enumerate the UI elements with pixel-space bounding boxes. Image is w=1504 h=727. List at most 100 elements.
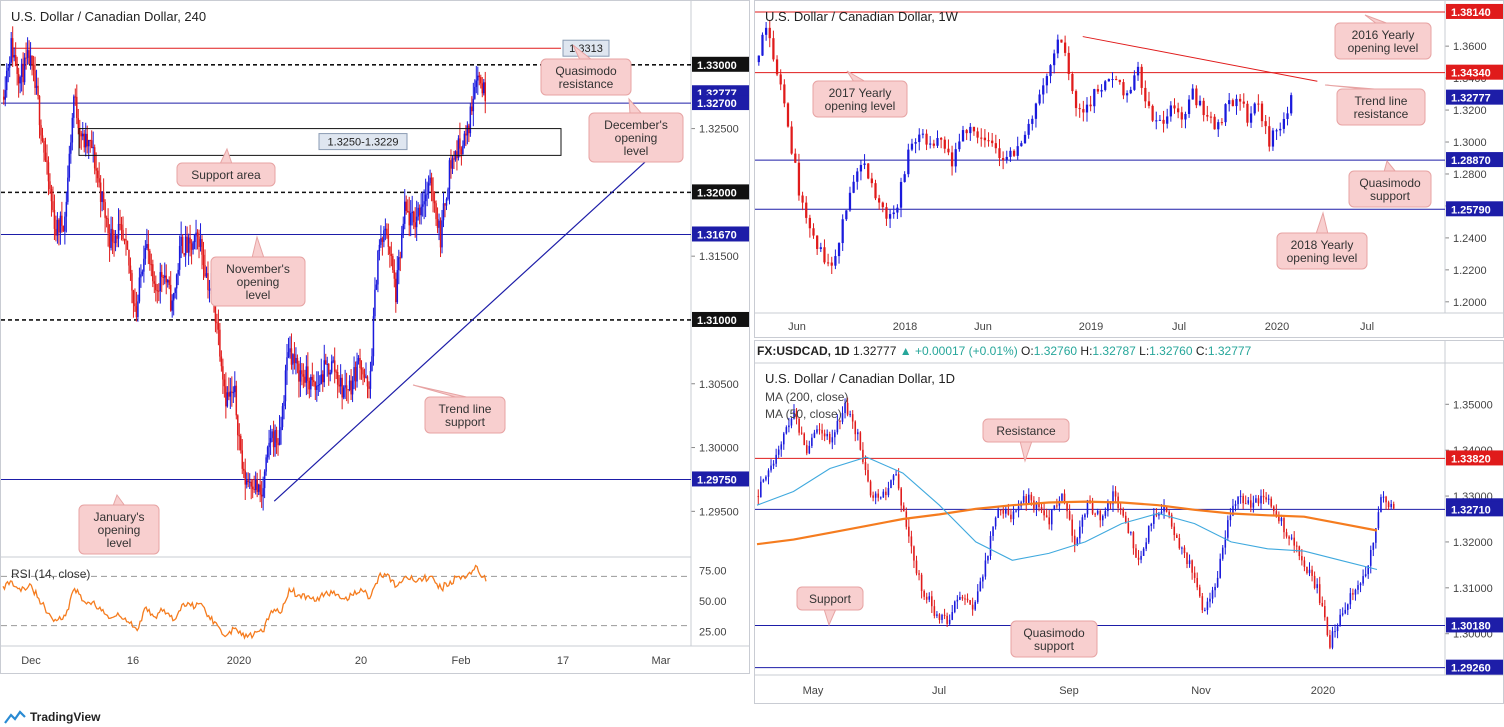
trend-line-support (273, 151, 657, 502)
candle-body (1224, 537, 1227, 548)
chart-title: U.S. Dollar / Canadian Dollar, 240 (11, 9, 206, 24)
price-level-tag-bg (1446, 89, 1503, 105)
candle-body (190, 243, 193, 250)
candle-body (1005, 509, 1007, 514)
candle-body (327, 364, 330, 375)
candle-body (7, 67, 9, 71)
candle-body (775, 454, 777, 464)
daily-chart-panel[interactable]: 1.300001.310001.320001.330001.340001.350… (754, 340, 1504, 704)
h4-chart-panel[interactable]: 1.29500 1.30000 1.30500 1.31500 1.32500 1.325… (0, 0, 750, 674)
daily-chart[interactable]: 1.300001.310001.320001.330001.340001.350… (755, 341, 1504, 704)
price-level-tag: 1.28870 (1446, 152, 1503, 168)
candle-body (396, 270, 399, 303)
callout-box (78, 504, 160, 555)
candle-body (992, 526, 994, 536)
candle-body (4, 90, 6, 100)
candle-body (777, 449, 780, 455)
candle-body (974, 602, 976, 610)
candle-body (1275, 130, 1278, 132)
h4-chart[interactable]: 1.29500 1.30000 1.30500 1.31500 1.32500 1.325… (1, 1, 750, 674)
candle-body (159, 272, 162, 292)
candle-body (481, 83, 484, 94)
candle-body (420, 206, 422, 216)
candle-body (432, 191, 434, 202)
price-level-tag-text: 1.32000 (697, 187, 737, 199)
up-arrow-icon: ▲ (900, 344, 915, 358)
candle-body (1177, 108, 1180, 113)
candle-body (357, 357, 360, 362)
candle-body (201, 239, 203, 255)
candle-body (1196, 577, 1199, 588)
candle-body (1377, 512, 1380, 529)
candle-body (923, 590, 925, 597)
candle-body (772, 38, 775, 60)
candle-body (10, 38, 12, 63)
candle-body (961, 596, 964, 599)
zone-range-tag-bg (318, 133, 408, 151)
candle-body (234, 385, 236, 393)
weekly-chart[interactable]: 1.20001.22001.24001.26001.28001.30001.32… (755, 1, 1504, 338)
candle-body (1227, 520, 1229, 538)
callout-support: Support (796, 586, 864, 627)
candle-body (1392, 503, 1395, 509)
candle-body (1015, 510, 1017, 512)
candle-body (1122, 508, 1125, 516)
candle-body (356, 361, 358, 382)
candle-body (987, 140, 990, 142)
candle-body (204, 265, 206, 277)
price-level-tag-text: 1.28870 (1451, 155, 1491, 167)
candle-body (1111, 79, 1114, 81)
weekly-chart-panel[interactable]: 1.20001.22001.24001.26001.28001.30001.32… (754, 0, 1504, 338)
candle-body (1035, 502, 1038, 509)
candle-body (149, 250, 151, 265)
candle-body (223, 379, 226, 387)
candle-body (1085, 104, 1089, 113)
candle-body (137, 301, 139, 318)
candle-body (162, 276, 165, 278)
callout-box (1010, 620, 1098, 658)
candle-body (1012, 150, 1016, 156)
candle-body (253, 488, 255, 490)
candle-body (254, 479, 257, 490)
candle-body (1380, 497, 1382, 513)
candle-body (826, 433, 828, 437)
candle-body (1061, 493, 1063, 501)
candle-body (369, 370, 372, 389)
callout-text: 2018 Yearly (1291, 238, 1354, 252)
candle-body (111, 228, 114, 242)
candle-body (821, 429, 823, 434)
candle-body (430, 177, 433, 192)
candle-body (910, 143, 914, 150)
candle-body (465, 133, 467, 136)
candle-body (102, 192, 105, 203)
candle-body (1235, 98, 1238, 107)
candle-body (1372, 542, 1375, 550)
x-axis-tick-label: Feb (452, 655, 471, 667)
candle-body (1063, 42, 1067, 53)
candle-body (156, 290, 159, 292)
candle-body (405, 201, 407, 211)
candle-body (28, 50, 30, 65)
candle-body (948, 619, 951, 624)
footer[interactable]: TradingView (4, 708, 100, 726)
price-level-tag: 1.32777 (1446, 89, 1503, 105)
candle-body (1262, 495, 1265, 498)
candle-body (237, 415, 239, 436)
candle-body (994, 517, 997, 527)
candle-body (1163, 505, 1165, 512)
candle-body (1202, 100, 1205, 116)
candle-body (1147, 101, 1151, 106)
candle-body (1231, 100, 1234, 107)
candle-body (991, 140, 994, 144)
candle-body (52, 201, 54, 210)
candle-body (381, 238, 384, 242)
candle-body (451, 158, 454, 169)
candle-body (1178, 537, 1181, 549)
x-axis-tick-label: Jul (1360, 321, 1374, 333)
close-value: 1.32777 (1208, 344, 1252, 358)
candle-body (41, 135, 44, 141)
candle-body (1313, 575, 1316, 588)
candle-body (783, 84, 786, 104)
